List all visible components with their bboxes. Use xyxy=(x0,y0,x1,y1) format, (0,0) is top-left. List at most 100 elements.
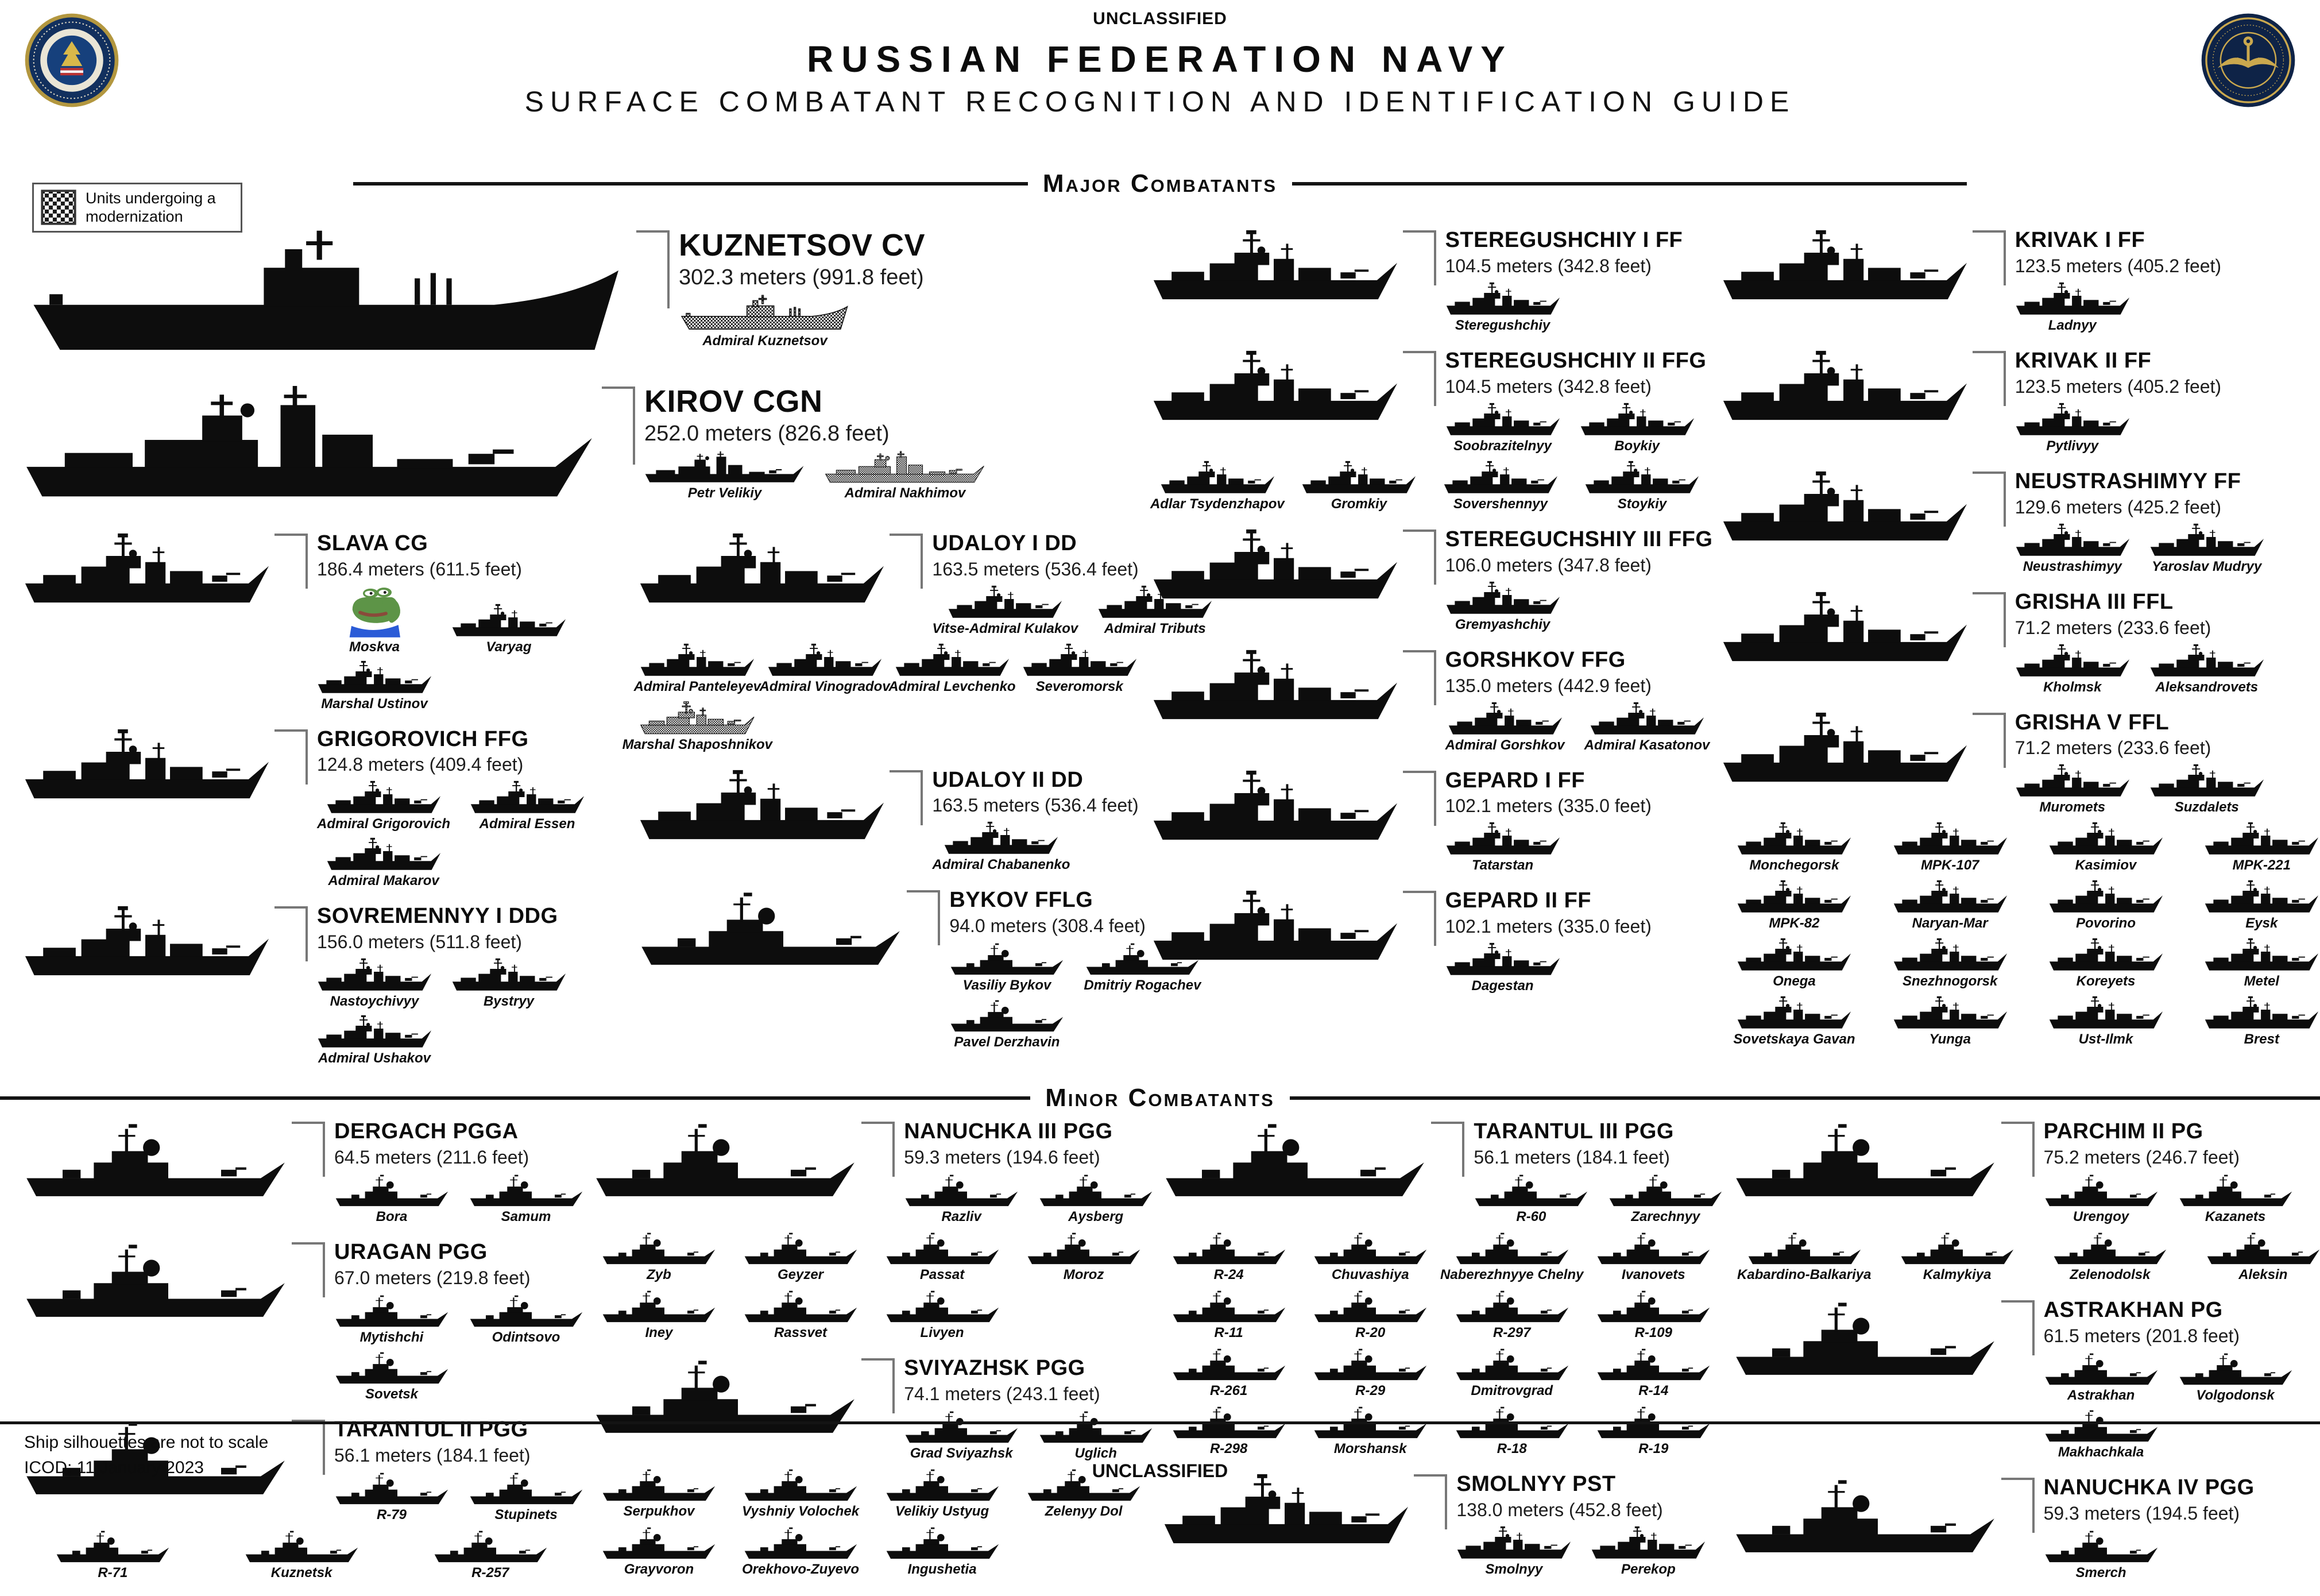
ship-fleet: Soobrazitelnyy Boykiy xyxy=(1445,402,1708,454)
class-length: 56.1 meters (184.1 feet) xyxy=(1474,1147,1670,1168)
class-info: UDALOY II DD 163.5 meters (536.4 feet) A… xyxy=(932,768,1138,874)
ship-fleet: Nastoychivyy Bystryy Admiral Ushakov xyxy=(317,957,625,1066)
recognition-guide-poster: UNCLASSIFIED RUSSIAN FEDERATION NAVY SUR… xyxy=(0,0,2320,1489)
class-length: 61.5 meters (201.8 feet) xyxy=(2043,1326,2240,1347)
ship-fleet: Gremyashchiy xyxy=(1445,581,1708,633)
ship-entry: Mytishchi xyxy=(334,1293,449,1346)
ship-name: Naryan-Mar xyxy=(1912,915,1988,932)
ship-entry: R-298 xyxy=(1171,1405,1286,1457)
ship-silhouette xyxy=(904,1173,1019,1207)
ship-fleet: Zyb Geyzer Passat Moroz Iney Rassvet Liv… xyxy=(593,1231,1150,1341)
ship-name: Razliv xyxy=(941,1209,981,1225)
ship-name: Kalmykiya xyxy=(1923,1267,1992,1283)
ship-entry: Kazanets xyxy=(2178,1173,2293,1225)
ship-entry: Admiral Panteleyev xyxy=(634,643,761,695)
ship-name: Grad Sviyazhsk xyxy=(910,1446,1013,1462)
class-silhouette xyxy=(1733,1298,1997,1377)
ship-entry: Ladnyy xyxy=(2015,281,2130,334)
ship-silhouette xyxy=(334,1350,449,1385)
ship-fleet: Kabardino-Balkariya Kalmykiya Zelenodols… xyxy=(1733,1231,2320,1283)
class-info: GRIGOROVICH FFG 124.8 meters (409.4 feet… xyxy=(317,727,625,890)
class-silhouette xyxy=(638,888,902,967)
class-block-top: GRISHA III FFL 71.2 meters (233.6 feet) … xyxy=(1721,590,2320,695)
ship-silhouette xyxy=(1737,821,1851,856)
minor-combatants-section: DERGACH PGGA 64.5 meters (211.6 feet) Bo… xyxy=(0,1114,2320,1580)
class-name: URAGAN PGG xyxy=(334,1240,488,1265)
ship-entry: Aysberg xyxy=(1038,1173,1153,1225)
ship-name: Bystryy xyxy=(483,994,535,1010)
class-block-gorshkov-ffg: GORSHKOV FFG 135.0 meters (442.9 feet) A… xyxy=(1151,648,1710,753)
ship-entry: Gromkiy xyxy=(1301,460,1416,512)
ship-name: Admiral Kasatonov xyxy=(1584,737,1710,753)
ship-entry: Suzdalets xyxy=(2149,763,2264,816)
class-length: 67.0 meters (219.8 feet) xyxy=(334,1267,531,1289)
class-length: 104.5 meters (342.8 feet) xyxy=(1445,376,1652,397)
ship-entry: Bystryy xyxy=(451,957,566,1010)
class-block-top: DERGACH PGGA 64.5 meters (211.6 feet) Bo… xyxy=(23,1119,580,1225)
ship-name: Zelenyy Dol xyxy=(1045,1504,1123,1520)
ship-name: Adlar Tsydenzhapov xyxy=(1150,496,1285,512)
class-info: KUZNETSOV CV 302.3 meters (991.8 feet) A… xyxy=(679,228,1139,349)
class-block-top: ASTRAKHAN PG 61.5 meters (201.8 feet) As… xyxy=(1733,1298,2320,1460)
ship-entry: Pytlivyy xyxy=(2015,402,2130,454)
class-length: 124.8 meters (409.4 feet) xyxy=(317,754,524,775)
class-silhouette xyxy=(1151,349,1398,423)
ship-fleet: Moskva Varyag Marshal Ustinov xyxy=(317,585,625,712)
ship-name: Snezhnogorsk xyxy=(1903,973,1998,990)
ship-name: Samum xyxy=(501,1209,551,1225)
class-block-uragan-pgg: URAGAN PGG 67.0 meters (219.8 feet) Myti… xyxy=(23,1240,580,1402)
class-block-top: SVIYAZHSK PGG 74.1 meters (243.1 feet) G… xyxy=(593,1356,1150,1462)
ship-fleet: Muromets Suzdalets xyxy=(2015,763,2320,816)
class-block-top: STEREGUCHSHIY III FFG 106.0 meters (347.… xyxy=(1151,527,1712,633)
ship-name: Livyen xyxy=(920,1325,964,1341)
ship-name: Dmitrovgrad xyxy=(1471,1383,1553,1399)
ship-silhouette xyxy=(1455,1347,1569,1381)
ship-entry: R-18 xyxy=(1455,1405,1569,1457)
ship-entry: Astrakhan xyxy=(2044,1351,2159,1404)
class-silhouette xyxy=(23,384,597,501)
class-info: STEREGUSHCHIY II FFG 104.5 meters (342.8… xyxy=(1445,349,1708,454)
ship-entry: Chuvashiya xyxy=(1313,1231,1428,1283)
navy-seal-right-icon xyxy=(2201,13,2296,108)
classification-banner-bottom: UNCLASSIFIED xyxy=(1092,1460,1228,1481)
class-block-top: SLAVA CG 186.4 meters (611.5 feet) Moskv… xyxy=(23,531,625,712)
ship-name: Zyb xyxy=(647,1267,671,1283)
minor-combatants-divider: Minor Combatants xyxy=(0,1084,2320,1112)
ship-silhouette xyxy=(825,451,985,484)
bracket-line xyxy=(636,230,670,308)
ship-name: R-20 xyxy=(1355,1325,1386,1341)
ship-name: R-257 xyxy=(471,1565,509,1581)
class-block-top: UDALOY II DD 163.5 meters (536.4 feet) A… xyxy=(638,768,1139,874)
ship-silhouette xyxy=(944,821,1058,855)
ship-silhouette xyxy=(469,1173,583,1207)
ship-silhouette xyxy=(1301,460,1416,494)
scale-note: Ship silhouettes are not to scale xyxy=(24,1433,269,1452)
bracket-line xyxy=(1972,230,2006,285)
class-name: DERGACH PGGA xyxy=(334,1119,519,1144)
ship-entry: Admiral Gorshkov xyxy=(1445,701,1565,753)
ship-silhouette xyxy=(317,1014,432,1049)
ship-name: Vyshniy Volochek xyxy=(741,1504,860,1520)
ship-entry: Admiral Chabanenko xyxy=(932,821,1070,873)
ship-fleet: R-71 Kuznetsk R-257 xyxy=(23,1529,580,1581)
class-info: TARANTUL III PGG 56.1 meters (184.1 feet… xyxy=(1474,1119,1719,1225)
ship-name: Suzdalets xyxy=(2174,799,2239,816)
ship-silhouette xyxy=(1445,402,1560,436)
ship-entry: Vasiliy Bykov xyxy=(949,941,1064,994)
ship-silhouette xyxy=(1737,995,1851,1030)
ship-name: Koreyets xyxy=(2076,973,2136,990)
ship-entry: Urengoy xyxy=(2044,1173,2159,1225)
ship-fleet: Astrakhan Volgodonsk Makhachkala xyxy=(2044,1351,2320,1460)
ship-name: Kabardino-Balkariya xyxy=(1737,1267,1872,1283)
ship-silhouette xyxy=(2048,937,2163,972)
class-length: 56.1 meters (184.1 feet) xyxy=(334,1445,531,1466)
ship-entry: R-20 xyxy=(1313,1289,1428,1341)
ship-name: Gromkiy xyxy=(1331,496,1387,512)
ship-silhouette xyxy=(885,1231,1000,1265)
class-block-kuznetsov-cv: KUZNETSOV CV 302.3 meters (991.8 feet) A… xyxy=(23,228,1139,358)
classification-banner-top: UNCLASSIFIED xyxy=(1093,9,1227,28)
ship-entry: R-60 xyxy=(1474,1173,1588,1225)
ship-entry: Odintsovo xyxy=(469,1293,583,1346)
class-info: URAGAN PGG 67.0 meters (219.8 feet) Myti… xyxy=(334,1240,580,1402)
ship-entry: Bora xyxy=(334,1173,449,1225)
